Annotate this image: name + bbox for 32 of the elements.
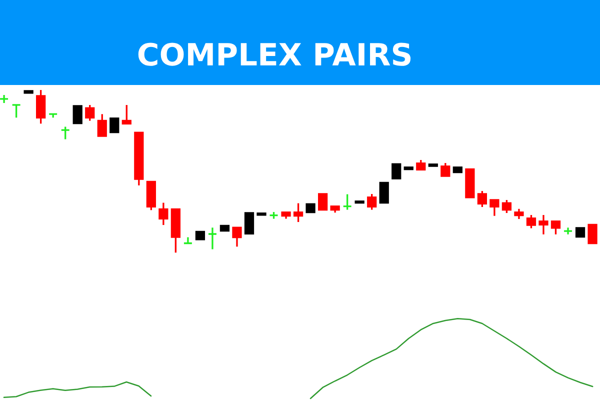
candlestick (11, 104, 22, 118)
candlestick (550, 220, 561, 236)
candlestick (293, 202, 304, 223)
candlestick (85, 104, 95, 122)
candlestick (60, 126, 70, 140)
candlestick (416, 159, 426, 171)
candlestick (392, 163, 402, 180)
candlestick (183, 236, 193, 244)
candlestick (490, 199, 500, 217)
candlestick (0, 94, 9, 104)
candlestick (122, 104, 132, 125)
candlestick (72, 105, 82, 124)
candlestick (318, 193, 328, 211)
candlestick (208, 226, 218, 250)
candlestick (342, 193, 352, 211)
candlestick (244, 212, 254, 234)
candlestick (36, 90, 46, 125)
candlestick (588, 224, 598, 244)
candlestick (526, 214, 536, 230)
candlestick (379, 182, 389, 204)
candlestick (563, 226, 573, 236)
candlestick (477, 190, 487, 208)
candlestick (440, 162, 450, 177)
candlestick (232, 226, 242, 248)
candlestick (97, 113, 107, 137)
candlestick (158, 202, 168, 226)
candlestick (367, 193, 377, 211)
candlestick (514, 208, 524, 220)
candlestick (110, 117, 120, 134)
candlestick (502, 199, 512, 214)
chart-title: COMPLEX PAIRS (138, 42, 411, 66)
candlestick (538, 214, 548, 236)
